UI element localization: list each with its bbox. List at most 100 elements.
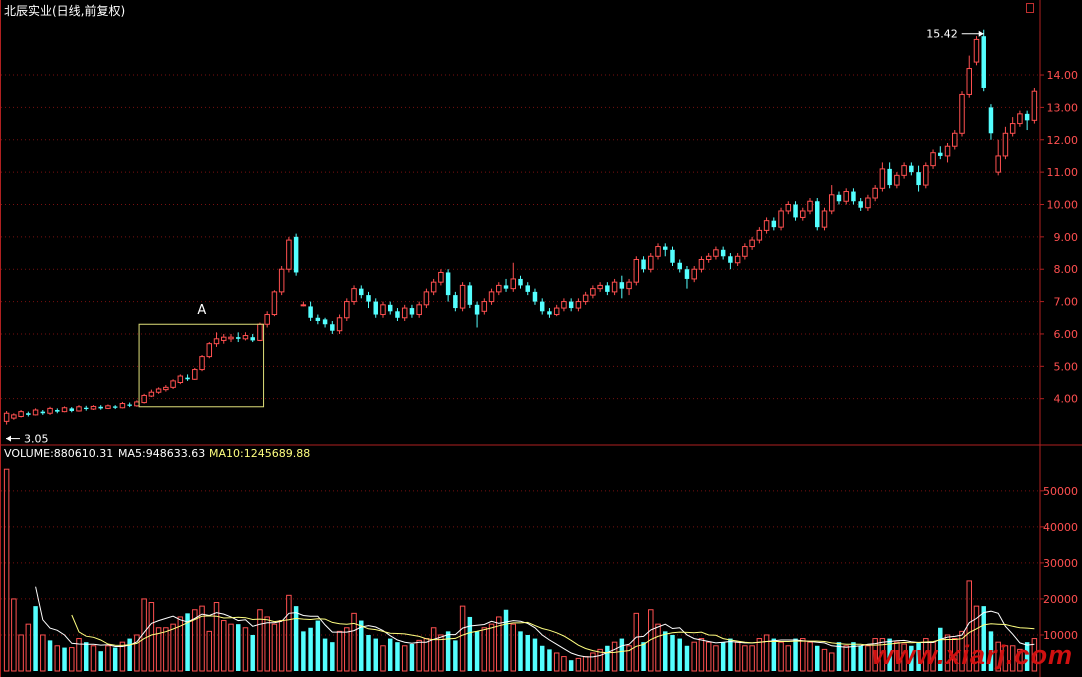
candle-body-down — [539, 301, 545, 312]
volume-bar-down — [836, 642, 842, 671]
volume-bar-down — [663, 631, 668, 671]
volume-bar-down — [453, 640, 458, 671]
volume-bar-up — [923, 638, 929, 672]
high-price-label: 15.42 — [926, 28, 958, 41]
volume-bar-up — [952, 638, 958, 672]
volume-bar-up — [221, 620, 227, 672]
candle-body-down — [670, 249, 675, 263]
candle-body-up — [336, 317, 343, 332]
volume-bar-down — [981, 606, 986, 671]
candle-body-down — [235, 337, 241, 339]
candle-body-up — [459, 284, 466, 309]
volume-bar-up — [206, 630, 213, 672]
candle-body-up — [32, 409, 39, 416]
volume-bar-up — [90, 645, 97, 672]
candle-body-down — [720, 249, 726, 257]
candle-body-up — [221, 336, 227, 341]
candle-body-up — [141, 394, 147, 404]
candle-body-down — [619, 282, 625, 289]
annotation-box-a — [138, 323, 265, 408]
volume-bar-up — [785, 645, 792, 672]
candle-body-up — [930, 152, 936, 167]
candle-body-up — [821, 210, 828, 228]
candle-body-down — [525, 285, 530, 292]
ma5-legend: MA5:948633.63 — [118, 447, 206, 460]
volume-ma10-line — [71, 614, 1035, 654]
volume-bar-up — [155, 627, 162, 672]
candle-body-down — [677, 262, 682, 270]
candle-body-up — [785, 203, 792, 212]
candle-body-up — [872, 187, 878, 199]
annotation-label-a: A — [197, 303, 206, 318]
candle-body-up — [206, 343, 213, 358]
candle-body-up — [134, 401, 140, 407]
volume-bar-up — [54, 645, 61, 672]
maximize-icon[interactable] — [1026, 3, 1034, 13]
candle-body-up — [264, 314, 270, 325]
low-price-label: 3.05 — [24, 433, 49, 446]
candle-body-up — [438, 271, 444, 283]
volume-bar-up — [423, 638, 430, 672]
volume-bar-up — [590, 652, 596, 672]
candle-body-up — [626, 281, 632, 290]
volume-bar-down — [62, 647, 67, 671]
candle-body-down — [185, 377, 190, 380]
volume-bar-up — [597, 648, 603, 672]
candle-body-down — [293, 236, 299, 273]
candle-body-up — [242, 335, 249, 340]
price-tick-label: 12.00 — [1047, 134, 1079, 147]
volume-bar-up — [742, 645, 748, 672]
price-tick-label: 7.00 — [1054, 296, 1079, 309]
volume-bar-up — [170, 623, 176, 672]
volume-bar-up — [380, 645, 386, 672]
candle-body-up — [199, 356, 205, 371]
volume-bar-up — [278, 620, 285, 672]
candle-body-down — [605, 285, 610, 292]
candle-body-up — [105, 405, 111, 409]
candle-body-down — [322, 319, 328, 325]
candle-body-up — [763, 220, 770, 231]
candle-body-up — [119, 403, 126, 409]
volume-bar-up — [25, 623, 32, 672]
volume-bar-down — [909, 645, 914, 671]
volume-bar-up — [286, 594, 292, 672]
volume-bar-up — [879, 638, 886, 672]
candle-body-down — [359, 288, 364, 296]
volume-bar-up — [828, 652, 835, 672]
volume-bar-up — [561, 656, 567, 672]
volume-bar-up — [705, 641, 712, 672]
candle-body-up — [430, 281, 437, 293]
candle-body-up — [423, 291, 430, 306]
volume-bar-up — [264, 616, 270, 672]
candle-body-up — [416, 304, 422, 316]
candle-body-up — [952, 132, 958, 147]
candle-body-up — [973, 38, 980, 63]
candle-body-down — [728, 256, 733, 263]
volume-bar-up — [901, 643, 907, 672]
volume-bar-up — [76, 638, 82, 672]
volume-bar-down — [851, 642, 856, 671]
candle-body-up — [959, 93, 965, 134]
volume-bar-down — [619, 638, 625, 671]
volume-bar-down — [1024, 642, 1030, 671]
candle-body-up — [590, 288, 596, 296]
volume-bar-down — [684, 645, 690, 671]
volume-bar-up — [192, 609, 198, 672]
volume-bar-down — [185, 613, 190, 671]
volume-bar-up — [633, 612, 640, 672]
candle-body-down — [851, 191, 856, 202]
candle-body-up — [582, 294, 589, 303]
volume-bar-down — [532, 638, 538, 671]
volume-bar-up — [800, 638, 806, 672]
volume-bar-up — [648, 609, 654, 672]
candle-body-down — [467, 285, 473, 305]
volume-bar-down — [47, 640, 53, 671]
candle-body-up — [597, 284, 603, 290]
volume-bar-up — [488, 623, 495, 672]
candle-body-down — [887, 168, 892, 186]
volume-tick-label: 30000 — [1043, 557, 1078, 570]
candle-body-down — [40, 411, 46, 414]
candle-body-down — [83, 407, 89, 410]
candle-body-up — [278, 268, 285, 293]
